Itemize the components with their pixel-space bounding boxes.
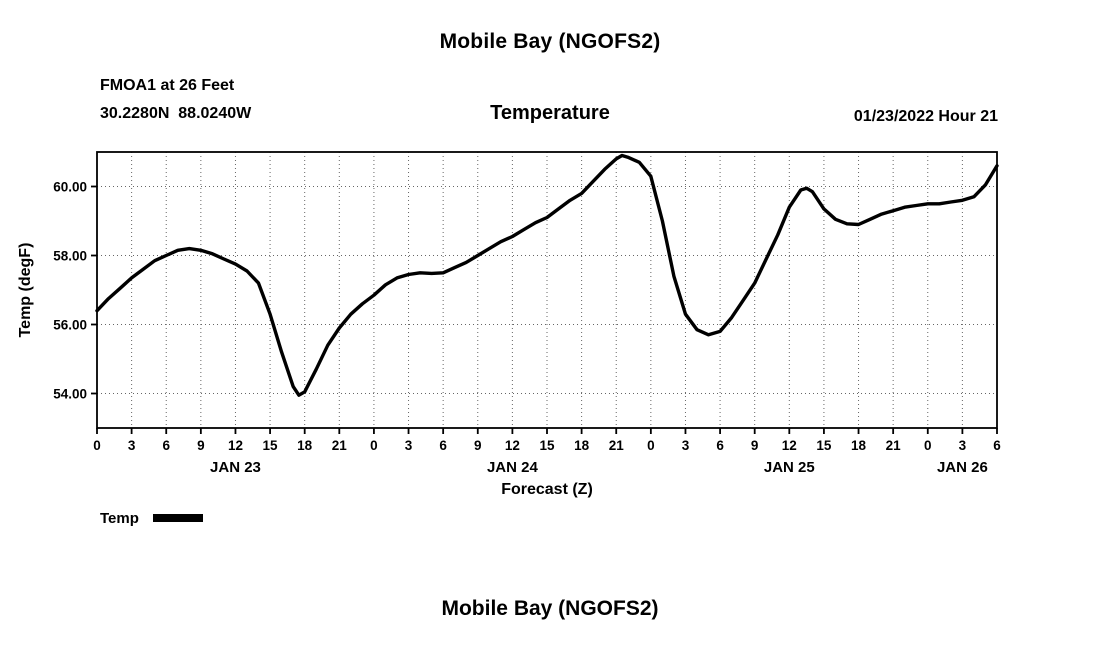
svg-text:0: 0 (370, 438, 378, 453)
svg-text:58.00: 58.00 (53, 249, 87, 264)
svg-text:3: 3 (128, 438, 136, 453)
svg-text:9: 9 (474, 438, 482, 453)
svg-text:3: 3 (682, 438, 690, 453)
svg-text:56.00: 56.00 (53, 318, 87, 333)
svg-text:60.00: 60.00 (53, 180, 87, 195)
svg-text:JAN 24: JAN 24 (487, 459, 539, 476)
svg-text:18: 18 (574, 438, 590, 453)
svg-text:15: 15 (263, 438, 279, 453)
svg-text:6: 6 (716, 438, 724, 453)
svg-text:21: 21 (609, 438, 625, 453)
forecast-datetime: 01/23/2022 Hour 21 (853, 108, 998, 125)
svg-text:JAN 23: JAN 23 (210, 459, 261, 476)
svg-text:6: 6 (162, 438, 170, 453)
svg-text:6: 6 (439, 438, 447, 453)
legend: Temp (100, 508, 203, 528)
svg-text:6: 6 (993, 438, 1001, 453)
svg-text:3: 3 (405, 438, 413, 453)
svg-text:21: 21 (332, 438, 348, 453)
svg-text:15: 15 (816, 438, 832, 453)
svg-text:18: 18 (851, 438, 867, 453)
svg-text:Temp (degF): Temp (degF) (17, 243, 34, 338)
svg-text:Forecast (Z): Forecast (Z) (501, 481, 593, 498)
svg-text:JAN 25: JAN 25 (764, 459, 815, 476)
chart-title: Temperature (490, 102, 610, 124)
page-title: Mobile Bay (NGOFS2) (439, 30, 661, 53)
svg-text:0: 0 (93, 438, 101, 453)
svg-text:JAN 26: JAN 26 (937, 459, 988, 476)
svg-text:18: 18 (297, 438, 313, 453)
svg-text:12: 12 (782, 438, 797, 453)
station-coordinates: 30.2280N 88.0240W (100, 105, 252, 122)
svg-text:21: 21 (886, 438, 902, 453)
svg-text:0: 0 (647, 438, 655, 453)
svg-text:12: 12 (228, 438, 243, 453)
svg-text:3: 3 (959, 438, 967, 453)
legend-label: Temp (100, 509, 139, 527)
svg-text:0: 0 (924, 438, 932, 453)
svg-text:54.00: 54.00 (53, 387, 87, 402)
svg-text:15: 15 (539, 438, 555, 453)
svg-text:9: 9 (197, 438, 205, 453)
svg-text:9: 9 (751, 438, 759, 453)
station-name: FMOA1 at 26 Feet (100, 77, 235, 94)
svg-text:12: 12 (505, 438, 520, 453)
legend-line-swatch (152, 514, 203, 522)
next-page-title: Mobile Bay (NGOFS2) (441, 597, 659, 620)
